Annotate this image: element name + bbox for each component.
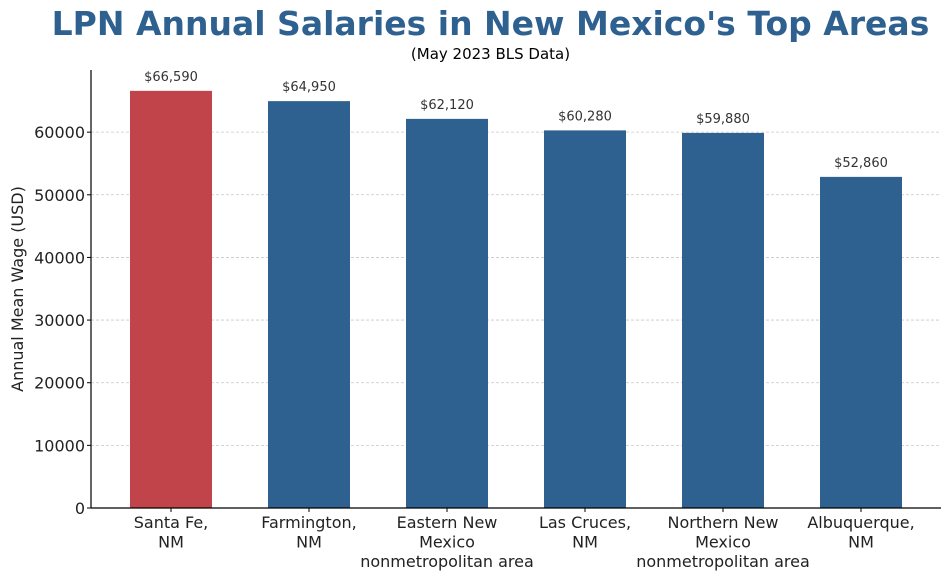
data-label: $59,880 — [696, 112, 750, 127]
y-tick-label: 10000 — [34, 436, 85, 455]
data-label: $64,950 — [282, 80, 336, 95]
chart-title: LPN Annual Salaries in New Mexico's Top … — [51, 4, 930, 43]
chart-subtitle: (May 2023 BLS Data) — [410, 45, 571, 63]
y-tick-label: 0 — [75, 499, 85, 518]
y-tick-label: 30000 — [34, 311, 85, 330]
y-tick-label: 50000 — [34, 186, 85, 205]
x-tick-label: Northern New Mexico nonmetropolitan area — [636, 513, 810, 571]
y-axis-title: Annual Mean Wage (USD) — [8, 186, 27, 392]
y-tick-label: 60000 — [34, 123, 85, 142]
bar — [820, 176, 902, 508]
bars — [130, 90, 902, 509]
gridlines — [91, 131, 941, 446]
data-label: $60,280 — [558, 109, 612, 124]
bar — [130, 90, 212, 509]
y-tick-label: 20000 — [34, 374, 85, 393]
x-tick-label: Albuquerque, NM — [807, 513, 914, 552]
x-tick-label: Eastern New Mexico nonmetropolitan area — [360, 513, 534, 571]
bar — [682, 132, 764, 508]
data-labels: $66,590 $64,950 $62,120 $60,280 $59,880 $52,8… — [144, 70, 888, 171]
data-label: $66,590 — [144, 70, 198, 85]
bar — [268, 101, 350, 509]
bar — [544, 130, 626, 508]
y-tick-label: 40000 — [34, 248, 85, 267]
data-label: $62,120 — [420, 98, 474, 113]
y-ticks: 0 10000 20000 30000 40000 50000 60000 — [34, 123, 91, 518]
x-tick-label: Santa Fe, NM — [134, 513, 209, 552]
axes — [90, 70, 941, 509]
x-tick-label: Farmington, NM — [261, 513, 356, 552]
bar — [406, 118, 488, 508]
data-label: $52,860 — [834, 156, 888, 171]
x-tick-label: Las Cruces, NM — [539, 513, 631, 552]
